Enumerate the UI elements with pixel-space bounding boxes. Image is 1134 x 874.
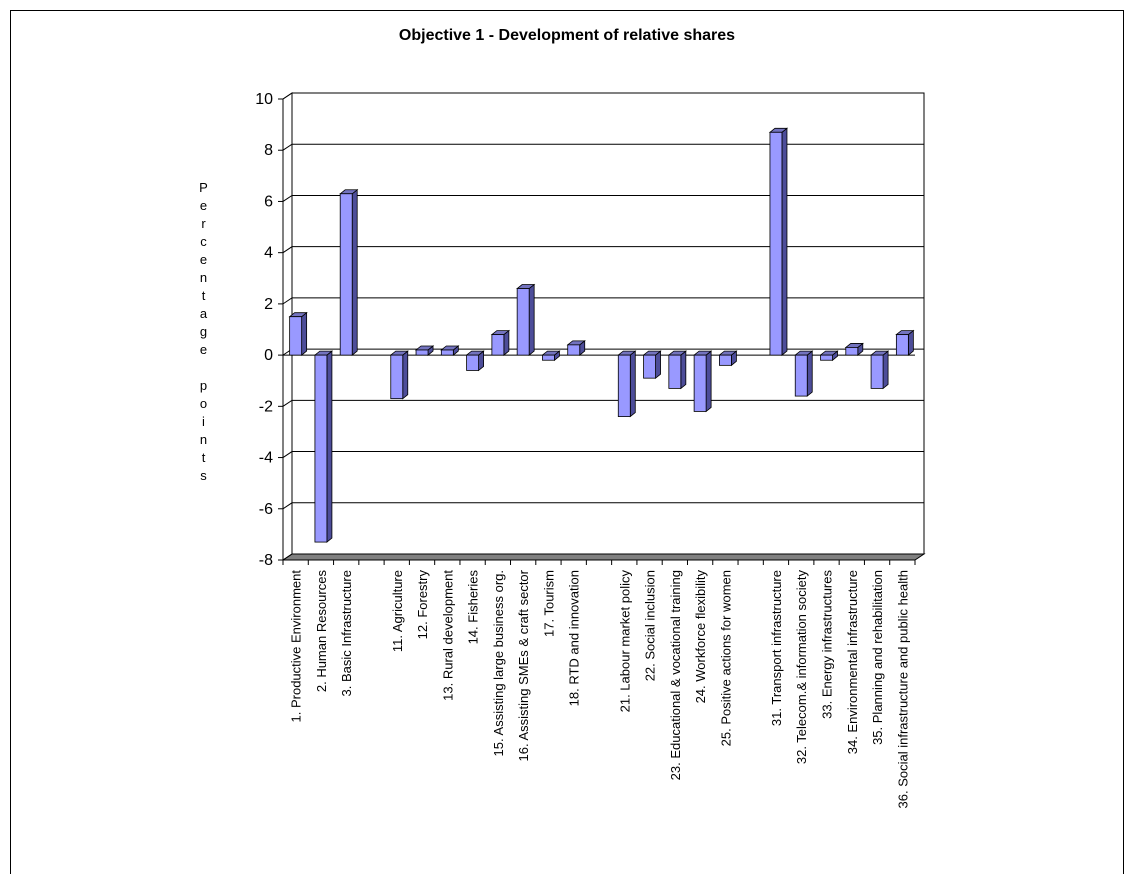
x-tick-label: 35. Planning and rehabilitation (870, 570, 885, 745)
x-tick-label: 18. RTD and innovation (567, 570, 582, 706)
y-tick-label: -2 (259, 398, 273, 415)
bar (440, 349, 454, 356)
bar (415, 349, 429, 356)
grid-line (282, 92, 924, 100)
x-tick-label: 15. Assisting large business org. (491, 570, 506, 756)
bar (845, 347, 859, 356)
bar (719, 354, 732, 366)
frame (10, 10, 1124, 874)
x-tick-label: 16. Assisting SMEs & craft sector (516, 569, 531, 761)
y-tick-label: 0 (264, 347, 273, 364)
x-tick-label: 33. Energy infrastructures (820, 570, 835, 719)
bar (643, 354, 656, 379)
grid-line (282, 297, 924, 305)
bar (895, 334, 909, 356)
x-tick-label: 34. Environmental infrastructure (845, 570, 860, 754)
y-tick-label: -6 (259, 501, 273, 518)
bar (668, 354, 682, 389)
bar-side (528, 283, 535, 356)
y-tick-label: -4 (259, 450, 273, 467)
bar-side (629, 350, 636, 418)
grid-line (282, 451, 924, 458)
x-tick-label: 22. Social inclusion (643, 570, 658, 681)
x-tick-label: 21. Labour market policy (617, 570, 632, 713)
y-tick-label: 4 (264, 245, 273, 262)
x-tick-label: 17. Tourism (541, 570, 556, 637)
x-tick-label: 24. Workforce flexibility (693, 570, 708, 704)
bar (870, 354, 884, 389)
bar-side (301, 311, 308, 356)
x-tick-label: 3. Basic Infrastructure (339, 570, 354, 696)
bar (491, 334, 505, 356)
bar (769, 131, 783, 356)
y-axis-label: Percentage points (196, 180, 211, 486)
grid-line (282, 194, 924, 202)
bar (339, 193, 353, 356)
bar-side (705, 350, 712, 413)
bar-side (680, 350, 687, 390)
bar (516, 288, 530, 356)
bar-side (806, 350, 813, 397)
bar (466, 354, 480, 371)
y-tick-label: -8 (259, 552, 273, 569)
bar (542, 354, 555, 361)
x-tick-label: 2. Human Resources (314, 570, 329, 693)
x-tick-label: 13. Rural development (440, 570, 455, 701)
grid-line (282, 553, 924, 561)
bar-side (402, 350, 409, 400)
x-tick-label: 11. Agriculture (390, 570, 405, 652)
grid-line (282, 143, 924, 151)
x-tick-label: 12. Forestry (415, 570, 430, 640)
grid-line (282, 246, 924, 254)
y-tick-label: 10 (255, 91, 273, 108)
bar (794, 354, 808, 397)
x-tick-label: 36. Social infrastructure and public hea… (895, 570, 910, 808)
bar (390, 354, 404, 400)
y-tick-label: 8 (264, 142, 273, 159)
bar (567, 344, 581, 356)
grid-line (282, 502, 924, 510)
bar-side (882, 350, 889, 390)
bar-side (351, 188, 358, 356)
grid-line (282, 399, 924, 407)
y-tick-label: 6 (264, 193, 273, 210)
back-wall (291, 92, 925, 555)
bar (693, 354, 707, 412)
bar (820, 354, 833, 361)
x-tick-label: 32. Telecom.& information society (794, 570, 809, 765)
floor (281, 553, 926, 561)
x-tick-label: 1. Productive Environment (289, 570, 304, 723)
y-tick-label: 2 (264, 296, 273, 313)
bar-side (781, 127, 788, 356)
bar-side (326, 350, 333, 543)
x-tick-label: 31. Transport infrastructure (769, 570, 784, 726)
bar-side (655, 350, 661, 379)
bar (289, 316, 303, 356)
bar (314, 354, 328, 543)
chart-title: Objective 1 - Development of relative sh… (399, 27, 735, 44)
x-tick-label: 25. Positive actions for women (718, 570, 733, 746)
x-tick-label: 14. Fisheries (466, 570, 481, 645)
bar (617, 354, 631, 417)
x-tick-label: 23. Educational & vocational training (668, 570, 683, 780)
